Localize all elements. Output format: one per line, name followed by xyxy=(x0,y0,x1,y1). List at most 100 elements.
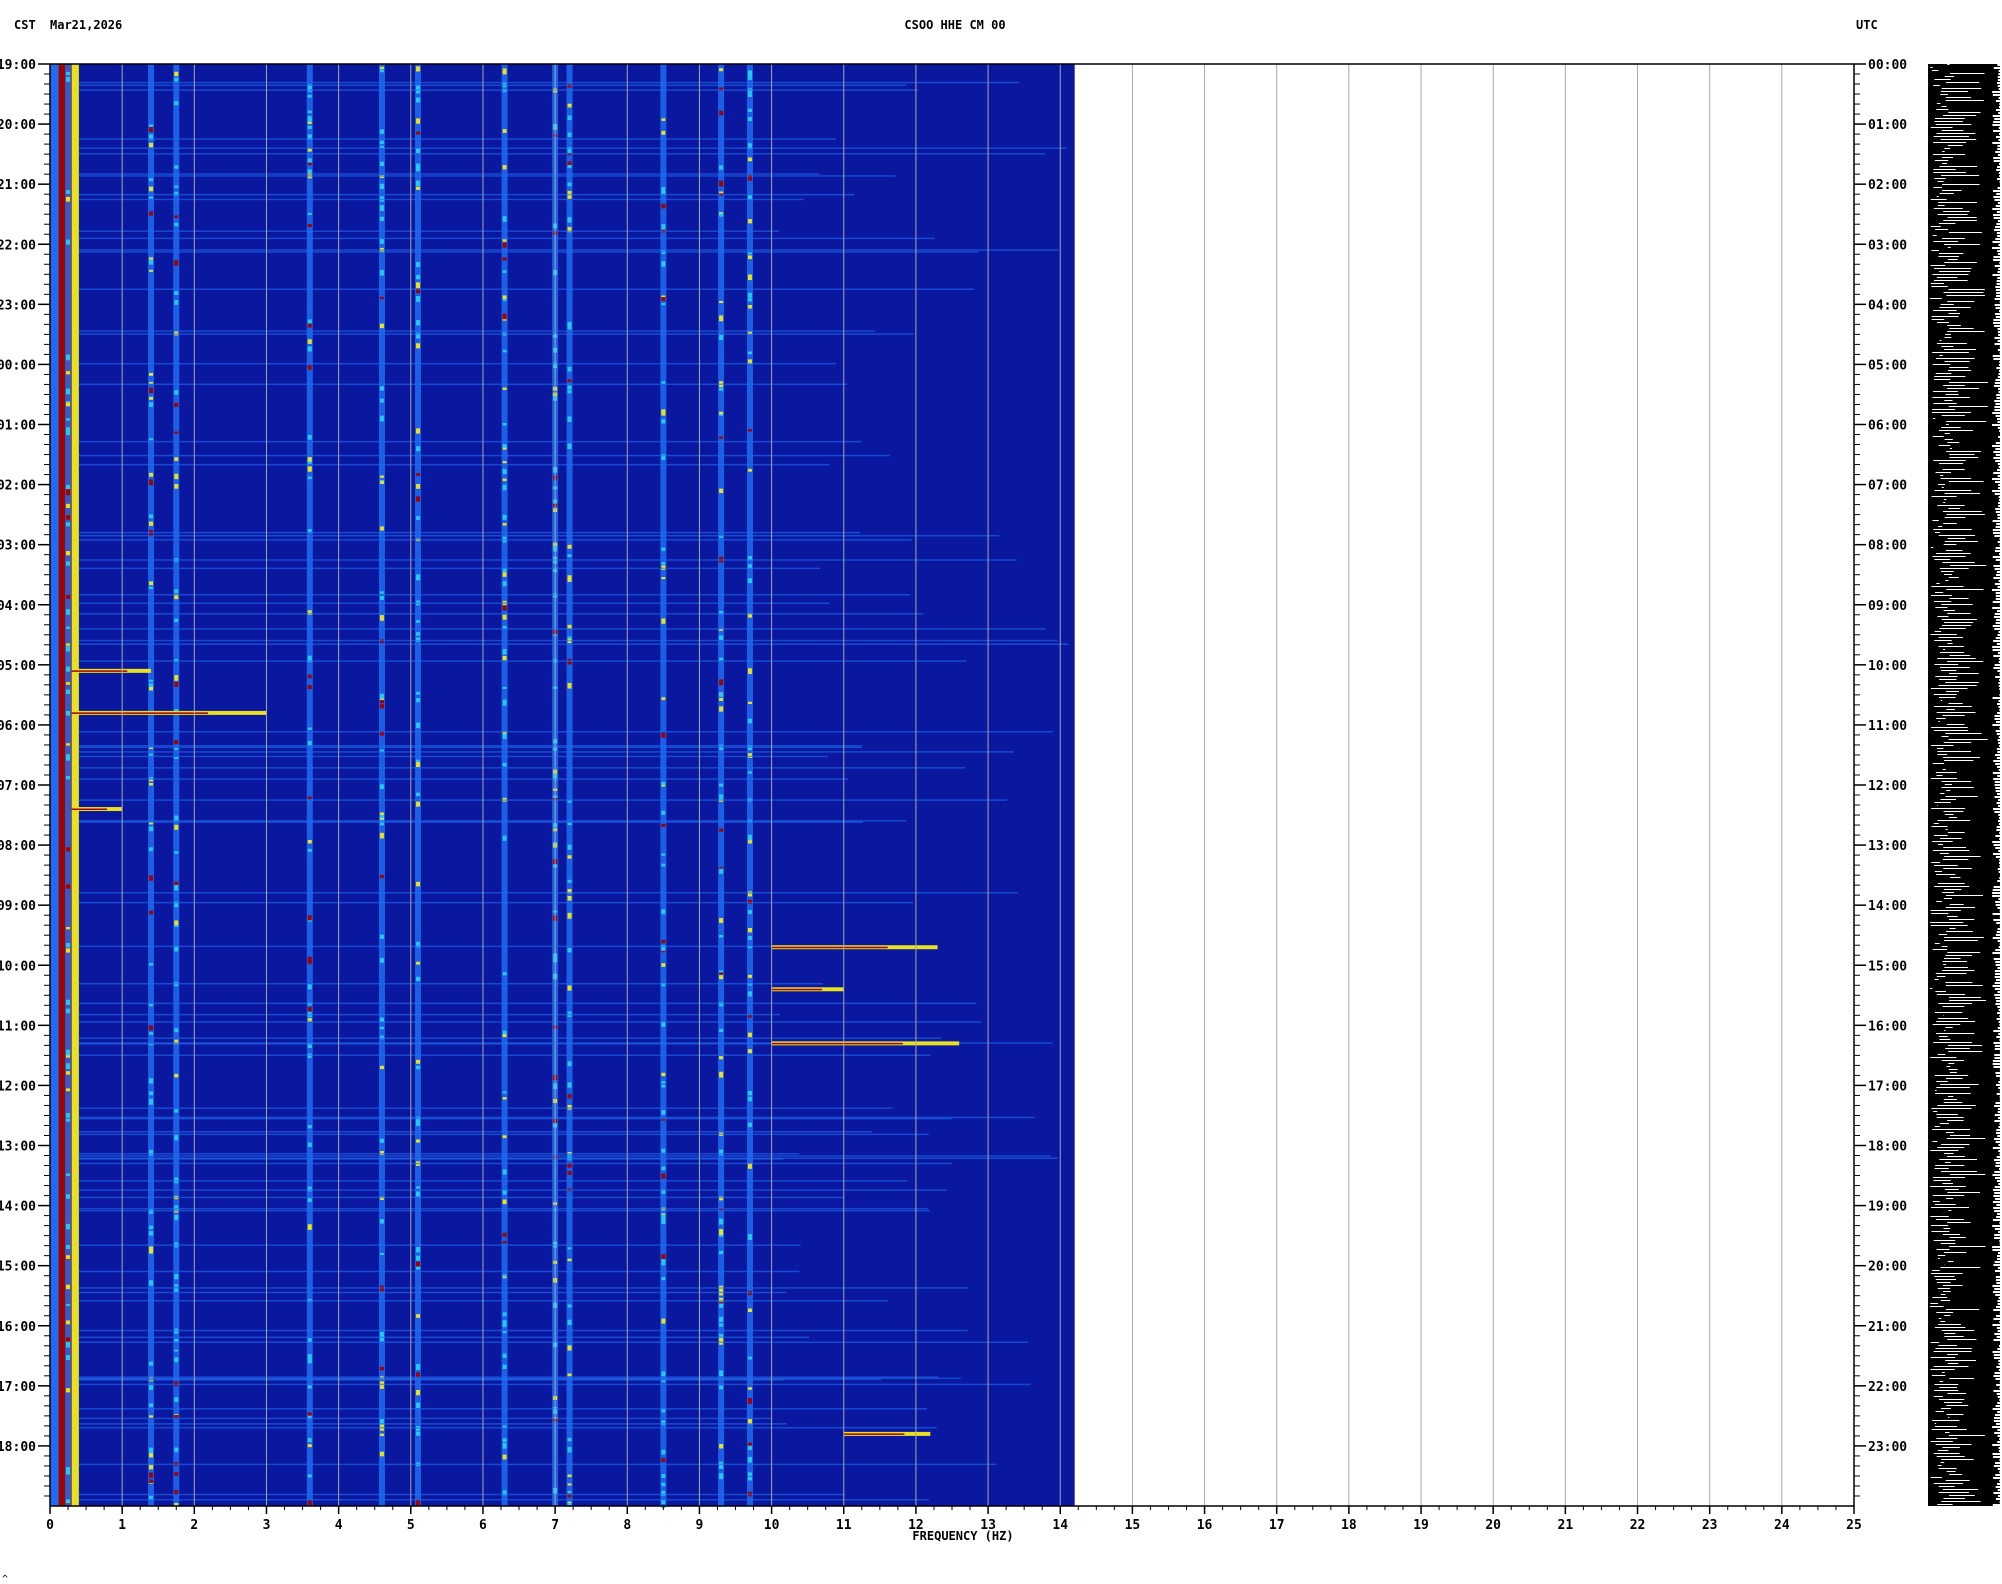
noise-row xyxy=(78,84,907,87)
trace-edge xyxy=(1995,790,2000,792)
trace-edge xyxy=(1994,1237,2000,1239)
trace-edge xyxy=(1994,1414,2000,1416)
trace-gap xyxy=(1944,784,1953,785)
trace-edge xyxy=(1999,175,2000,177)
trace-gap xyxy=(1930,265,1946,266)
spectral-speck xyxy=(567,889,572,894)
spectral-speck xyxy=(66,427,71,432)
trace-edge xyxy=(1998,268,2000,270)
spectral-speck xyxy=(307,1142,312,1147)
trace-gap xyxy=(1934,1075,1969,1076)
spectral-speck xyxy=(567,115,572,121)
trace-gap xyxy=(1940,1294,1946,1295)
trace-edge xyxy=(1997,907,2000,909)
spectral-speck xyxy=(379,296,384,300)
spectral-line-3 xyxy=(306,64,313,1506)
trace-gap xyxy=(1933,391,1958,392)
trace-gap xyxy=(1942,1006,1965,1007)
trace-gap xyxy=(1936,748,1944,749)
trace-edge xyxy=(1998,1087,2000,1089)
trace-gap xyxy=(1933,172,1966,173)
spectral-speck xyxy=(379,323,384,329)
trace-gap xyxy=(1934,706,1972,707)
trace-edge xyxy=(1995,1003,2000,1005)
spectral-speck xyxy=(567,1493,572,1498)
spectral-speck xyxy=(149,1149,154,1156)
spectral-speck xyxy=(416,1186,421,1189)
spectral-speck xyxy=(174,824,179,830)
trace-edge xyxy=(1999,310,2000,312)
trace-edge xyxy=(1993,886,2000,888)
trace-edge xyxy=(1994,382,2000,384)
spectral-line-5 xyxy=(415,64,422,1506)
trace-edge xyxy=(1998,244,2000,246)
spectral-speck xyxy=(719,1196,724,1201)
trace-edge xyxy=(1993,565,2000,567)
spectral-speck xyxy=(149,1091,154,1096)
trace-gap xyxy=(1939,1123,1949,1124)
trace-edge xyxy=(1995,1294,2000,1296)
trace-gap xyxy=(1938,637,1963,638)
trace-gap xyxy=(1938,1324,1961,1325)
left-timezone-label: CST xyxy=(14,18,36,32)
trace-edge xyxy=(1995,637,2000,639)
spectral-speck xyxy=(307,1444,312,1448)
trace-edge xyxy=(1995,454,2000,456)
trace-edge xyxy=(1992,142,2000,144)
spectral-speck xyxy=(719,1337,724,1341)
spectral-speck xyxy=(747,1442,752,1449)
spectral-speck xyxy=(567,132,572,137)
spectral-speck xyxy=(416,343,421,349)
spectral-speck xyxy=(747,359,752,365)
trace-gap xyxy=(1934,592,1944,593)
y-right-tick-label: 03:00 xyxy=(1868,238,1907,253)
noise-row xyxy=(78,1379,785,1381)
trace-gap xyxy=(1931,808,1966,809)
trace-edge xyxy=(1995,151,2000,153)
trace-gap xyxy=(1936,583,1940,584)
spectral-speck xyxy=(502,1034,507,1038)
x-tick-label: 22 xyxy=(1630,1518,1646,1533)
spectral-speck xyxy=(379,1418,384,1425)
trace-edge xyxy=(1993,616,2000,618)
spectral-speck xyxy=(416,496,421,502)
spectral-speck xyxy=(66,645,71,652)
trace-edge xyxy=(1994,1159,2000,1161)
trace-gap xyxy=(1932,520,1939,521)
trace-edge xyxy=(1999,1321,2000,1323)
trace-gap xyxy=(1942,469,1965,470)
spectral-speck xyxy=(719,387,724,391)
spectral-speck xyxy=(661,118,666,121)
spectral-speck xyxy=(661,1214,666,1220)
spectral-speck xyxy=(661,823,666,828)
spectral-speck xyxy=(416,792,421,797)
trace-edge xyxy=(1995,934,2000,936)
trace-edge xyxy=(1993,1465,2000,1467)
trace-gap xyxy=(1946,724,1965,725)
y-right-tick-label: 19:00 xyxy=(1868,1200,1907,1215)
trace-gap xyxy=(1941,88,1982,89)
trace-edge xyxy=(1993,67,2000,69)
spectral-speck xyxy=(567,624,572,629)
x-tick-label: 15 xyxy=(1125,1518,1141,1533)
spectral-speck xyxy=(416,297,421,302)
spectral-speck xyxy=(416,274,421,280)
trace-edge xyxy=(1996,1156,2000,1158)
spectral-speck xyxy=(416,691,421,695)
y-right-tick-label: 00:00 xyxy=(1868,58,1907,73)
spectral-speck xyxy=(416,66,421,72)
noise-row xyxy=(78,333,914,335)
spectral-speck xyxy=(416,1065,421,1070)
spectral-speck xyxy=(661,1166,666,1171)
spectral-speck xyxy=(66,1341,71,1348)
trace-gap xyxy=(1948,673,1979,674)
x-tick-label: 0 xyxy=(46,1518,54,1533)
spectral-speck xyxy=(567,416,572,422)
spectral-speck xyxy=(307,1438,312,1443)
spectral-speck xyxy=(66,754,71,760)
spectral-speck xyxy=(416,1261,421,1267)
spectral-speck xyxy=(416,332,421,339)
noise-row xyxy=(78,237,935,240)
trace-edge xyxy=(1993,1030,2000,1032)
noise-row xyxy=(78,1207,929,1210)
